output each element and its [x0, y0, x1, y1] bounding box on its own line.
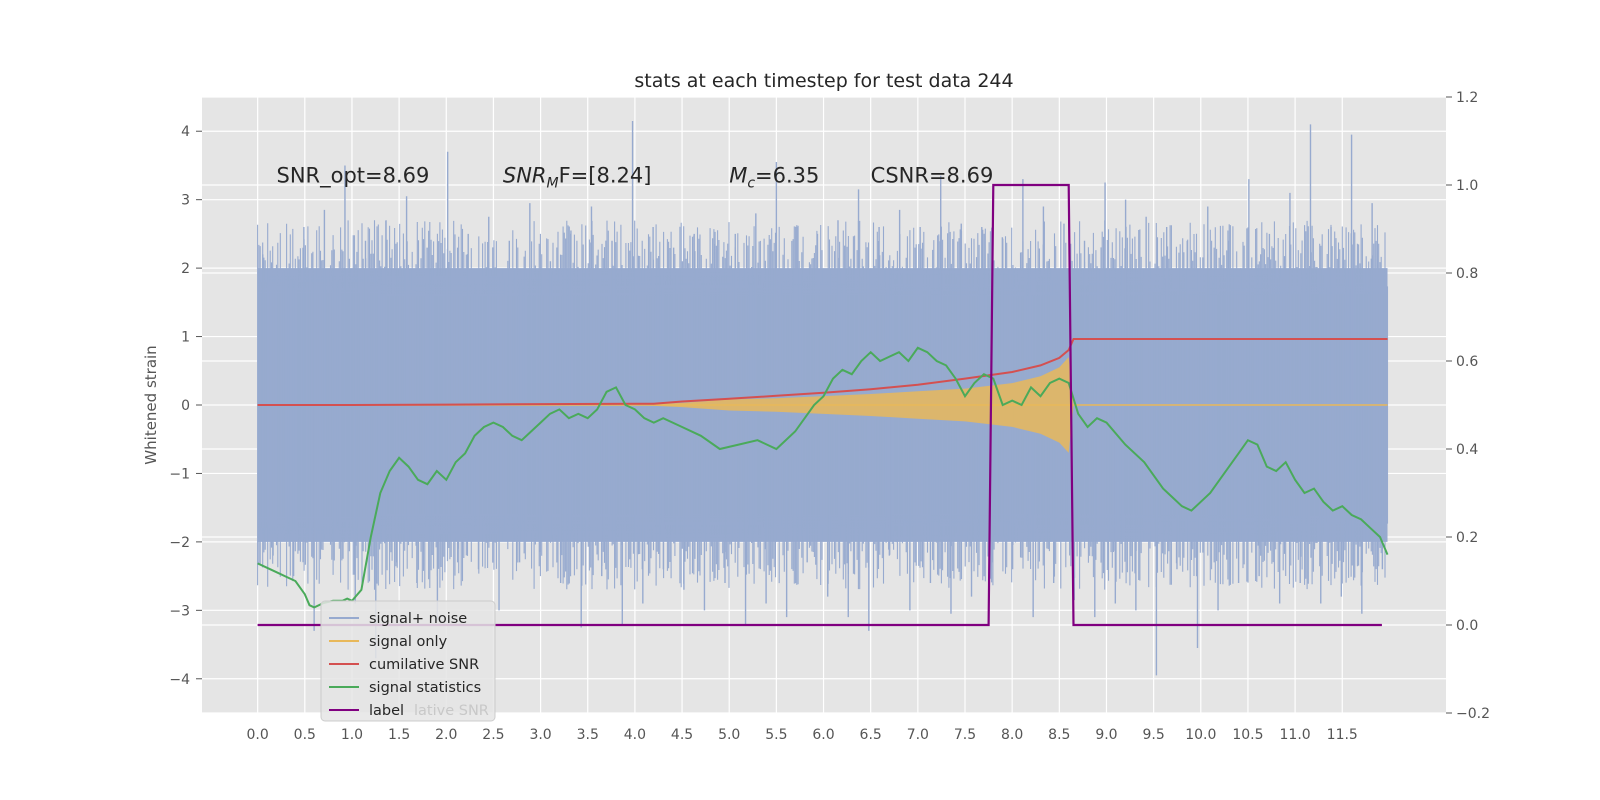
y2-tick-label: 0.4 [1456, 442, 1478, 458]
x-tick-label: 1.0 [341, 727, 363, 743]
y-tick-label: 4 [181, 124, 190, 140]
y2-tick-label: 0.2 [1456, 530, 1478, 546]
x-tick-label: 4.5 [671, 727, 693, 743]
x-tick-label: 10.5 [1232, 727, 1263, 743]
x-tick-label: 3.0 [529, 727, 551, 743]
stat-annotation: SNRMF=[8.24] [503, 164, 652, 192]
signal-statistics-line [257, 346, 1389, 609]
x-tick-label: 8.0 [1001, 727, 1023, 743]
x-tick-label: 6.5 [860, 727, 882, 743]
line-series [257, 183, 1389, 627]
annotation-subscript: c [747, 176, 755, 192]
x-tick-label: 0.5 [294, 727, 316, 743]
stat-annotation: SNR_opt=8.69 [277, 164, 430, 189]
legend-ghost-text: lative SNR [414, 703, 489, 719]
annotation-subscript: M [547, 176, 559, 192]
stat-annotation: CSNR=8.69 [871, 164, 994, 188]
legend-label: signal statistics [369, 680, 481, 696]
x-tick-label: 9.5 [1142, 727, 1164, 743]
legend-label: signal+ noise [369, 611, 467, 627]
legend-label: signal only [369, 634, 448, 650]
x-tick-label: 9.0 [1095, 727, 1117, 743]
legend: signal+ noise signal only cumilative SNR si… [320, 600, 496, 722]
annotation-prefix: M [729, 164, 747, 188]
legend-label: label [369, 703, 404, 719]
stat-annotation: Mc=6.35 [729, 164, 819, 192]
x-tick-label: 6.0 [812, 727, 834, 743]
legend-box [320, 600, 496, 722]
x-axis: 0.0 0.5 1.0 1.5 2.0 2.5 3.0 3.5 4.0 4.5 5.0 5.5 6.0 6… [247, 727, 1358, 743]
annotation-suffix: =6.35 [755, 164, 819, 188]
x-tick-label: 2.0 [435, 727, 457, 743]
y-axis-right: 1.2 1.0 0.8 0.6 0.4 0.2 0.0 −0.2 [1446, 90, 1490, 722]
y-tick-label: 2 [181, 261, 190, 277]
x-tick-label: 8.5 [1048, 727, 1070, 743]
y2-tick-label: 1.0 [1456, 178, 1478, 194]
x-tick-label: 7.0 [907, 727, 929, 743]
y2-tick-label: −0.2 [1456, 706, 1490, 722]
cumulative-snr-line [257, 338, 1388, 406]
y-axis-left: 4 3 2 1 0 −1 −2 −3 −4 [169, 124, 202, 688]
y2-tick-label: 1.2 [1456, 90, 1478, 106]
y-tick-label: 1 [181, 330, 190, 346]
legend-label: cumilative SNR [369, 657, 479, 673]
y-axis-label: Whitened strain [142, 345, 160, 464]
label-line [257, 183, 1382, 627]
x-tick-label: 3.5 [577, 727, 599, 743]
y2-tick-label: 0.6 [1456, 354, 1478, 370]
y-tick-label: −1 [169, 466, 190, 482]
x-tick-label: 1.5 [388, 727, 410, 743]
y2-tick-label: 0.0 [1456, 618, 1478, 634]
x-tick-label: 11.5 [1327, 727, 1358, 743]
y-tick-label: −4 [169, 672, 190, 688]
y-tick-label: 3 [181, 193, 190, 209]
annotation-prefix: SNR [503, 164, 547, 188]
y2-tick-label: 0.8 [1456, 266, 1478, 282]
chart-title: stats at each timestep for test data 244 [634, 70, 1013, 92]
x-tick-label: 5.5 [765, 727, 787, 743]
annotations: SNR_opt=8.69 SNRMF=[8.24] Mc=6.35 CSNR=8.69 [277, 164, 994, 192]
y-tick-label: 0 [181, 398, 190, 414]
x-tick-label: 11.0 [1280, 727, 1311, 743]
x-tick-label: 5.0 [718, 727, 740, 743]
x-tick-label: 7.5 [954, 727, 976, 743]
annotation-suffix: F=[8.24] [559, 164, 652, 188]
x-tick-label: 10.0 [1185, 727, 1216, 743]
x-tick-label: 2.5 [482, 727, 504, 743]
x-tick-label: 4.0 [624, 727, 646, 743]
x-tick-label: 0.0 [247, 727, 269, 743]
y-tick-label: −3 [169, 603, 190, 619]
y-tick-label: −2 [169, 535, 190, 551]
